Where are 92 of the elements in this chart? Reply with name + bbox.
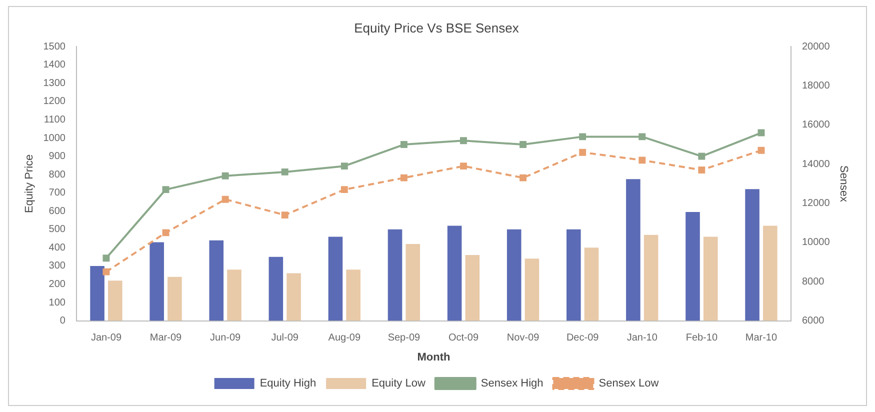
- point: [758, 129, 765, 136]
- y-tick-label: 100: [48, 297, 66, 308]
- point: [162, 186, 170, 194]
- y-tick-label: 900: [48, 151, 66, 162]
- point: [281, 168, 288, 176]
- point: [520, 141, 527, 148]
- x-tick-label: Sep-09: [388, 332, 421, 344]
- y-tick-label: 1200: [43, 96, 66, 108]
- point: [340, 186, 348, 194]
- point: [520, 174, 527, 182]
- bar: [506, 229, 522, 321]
- x-tick-label: Jun-09: [210, 332, 242, 344]
- point: [758, 146, 765, 154]
- y2-tick-label: 8000: [802, 276, 825, 288]
- x-tick-label: Mar-10: [745, 332, 778, 344]
- y2-tick-label: 14000: [802, 158, 830, 170]
- point: [579, 133, 586, 140]
- y-tick-label: 1000: [43, 132, 66, 144]
- x-tick-label: Jul-09: [271, 332, 299, 344]
- bar: [465, 254, 480, 321]
- bar: [268, 256, 284, 321]
- legend-label: Equity Low: [372, 378, 426, 390]
- bar: [447, 226, 462, 321]
- x-tick-label: Mar-09: [150, 332, 182, 344]
- y-tick-label: 500: [48, 224, 66, 236]
- point: [102, 254, 110, 262]
- x-axis-title: Month: [417, 351, 450, 364]
- y-tick-label: 1400: [43, 60, 66, 71]
- bar: [388, 229, 402, 321]
- point: [400, 174, 408, 182]
- bar: [626, 179, 640, 321]
- point: [698, 166, 706, 174]
- bar: [745, 189, 760, 321]
- x-tick-label: Nov-09: [506, 332, 540, 344]
- y2-tick-label: 20000: [802, 41, 830, 52]
- bar: [644, 234, 658, 321]
- x-tick-label: Oct-09: [448, 332, 479, 344]
- point: [222, 172, 229, 180]
- y2-tick-label: 18000: [802, 80, 830, 92]
- y2-axis-title: Sensex: [837, 165, 850, 203]
- bar: [763, 226, 778, 321]
- point: [638, 156, 646, 164]
- x-tick-label: Feb-10: [686, 332, 718, 344]
- point: [460, 137, 467, 144]
- y-tick-label: 400: [48, 242, 66, 254]
- bar: [346, 270, 360, 321]
- point: [579, 148, 586, 156]
- bar: [703, 236, 718, 321]
- x-tick-label: Aug-09: [328, 332, 361, 344]
- x-tick-label: Dec-09: [566, 332, 600, 344]
- y-tick-label: 600: [48, 206, 66, 217]
- bar: [686, 212, 700, 321]
- y-axis-title: Equity Price: [24, 154, 36, 214]
- y-tick-label: 200: [48, 278, 66, 290]
- point: [400, 141, 408, 148]
- y2-tick-label: 12000: [802, 198, 830, 210]
- bar: [90, 266, 104, 321]
- bar: [227, 270, 242, 321]
- bar: [150, 242, 164, 321]
- y-tick-label: 1100: [44, 114, 66, 126]
- y-tick-label: 700: [48, 188, 66, 199]
- x-tick-label: Jan-09: [90, 332, 122, 344]
- bar: [209, 240, 224, 321]
- bar: [108, 280, 122, 321]
- point: [340, 162, 348, 170]
- bar: [328, 236, 343, 321]
- y2-tick-label: 10000: [802, 237, 830, 248]
- y-tick-label: 1300: [43, 78, 66, 89]
- bar: [168, 276, 182, 321]
- y2-tick-label: 16000: [802, 120, 830, 131]
- y-tick-label: 0: [60, 316, 66, 327]
- bar: [524, 258, 540, 321]
- y-tick-label: 300: [48, 260, 66, 272]
- point: [162, 229, 170, 236]
- legend-label: Sensex Low: [598, 378, 659, 390]
- point: [638, 133, 646, 140]
- legend-label: Sensex High: [480, 378, 544, 390]
- chart-title: Equity Price Vs BSE Sensex: [354, 20, 520, 36]
- legend-label: Equity High: [260, 378, 316, 390]
- point: [222, 196, 229, 203]
- x-tick-label: Jan-10: [626, 332, 658, 344]
- bar: [286, 273, 301, 321]
- point: [460, 162, 467, 170]
- bar: [406, 244, 420, 321]
- point: [698, 152, 706, 160]
- y-tick-label: 800: [48, 169, 66, 180]
- bar: [584, 248, 599, 321]
- bar: [566, 229, 581, 321]
- point: [102, 268, 110, 276]
- y2-tick-label: 6000: [802, 316, 825, 327]
- y-tick-label: 1500: [43, 41, 66, 52]
- point: [281, 212, 288, 219]
